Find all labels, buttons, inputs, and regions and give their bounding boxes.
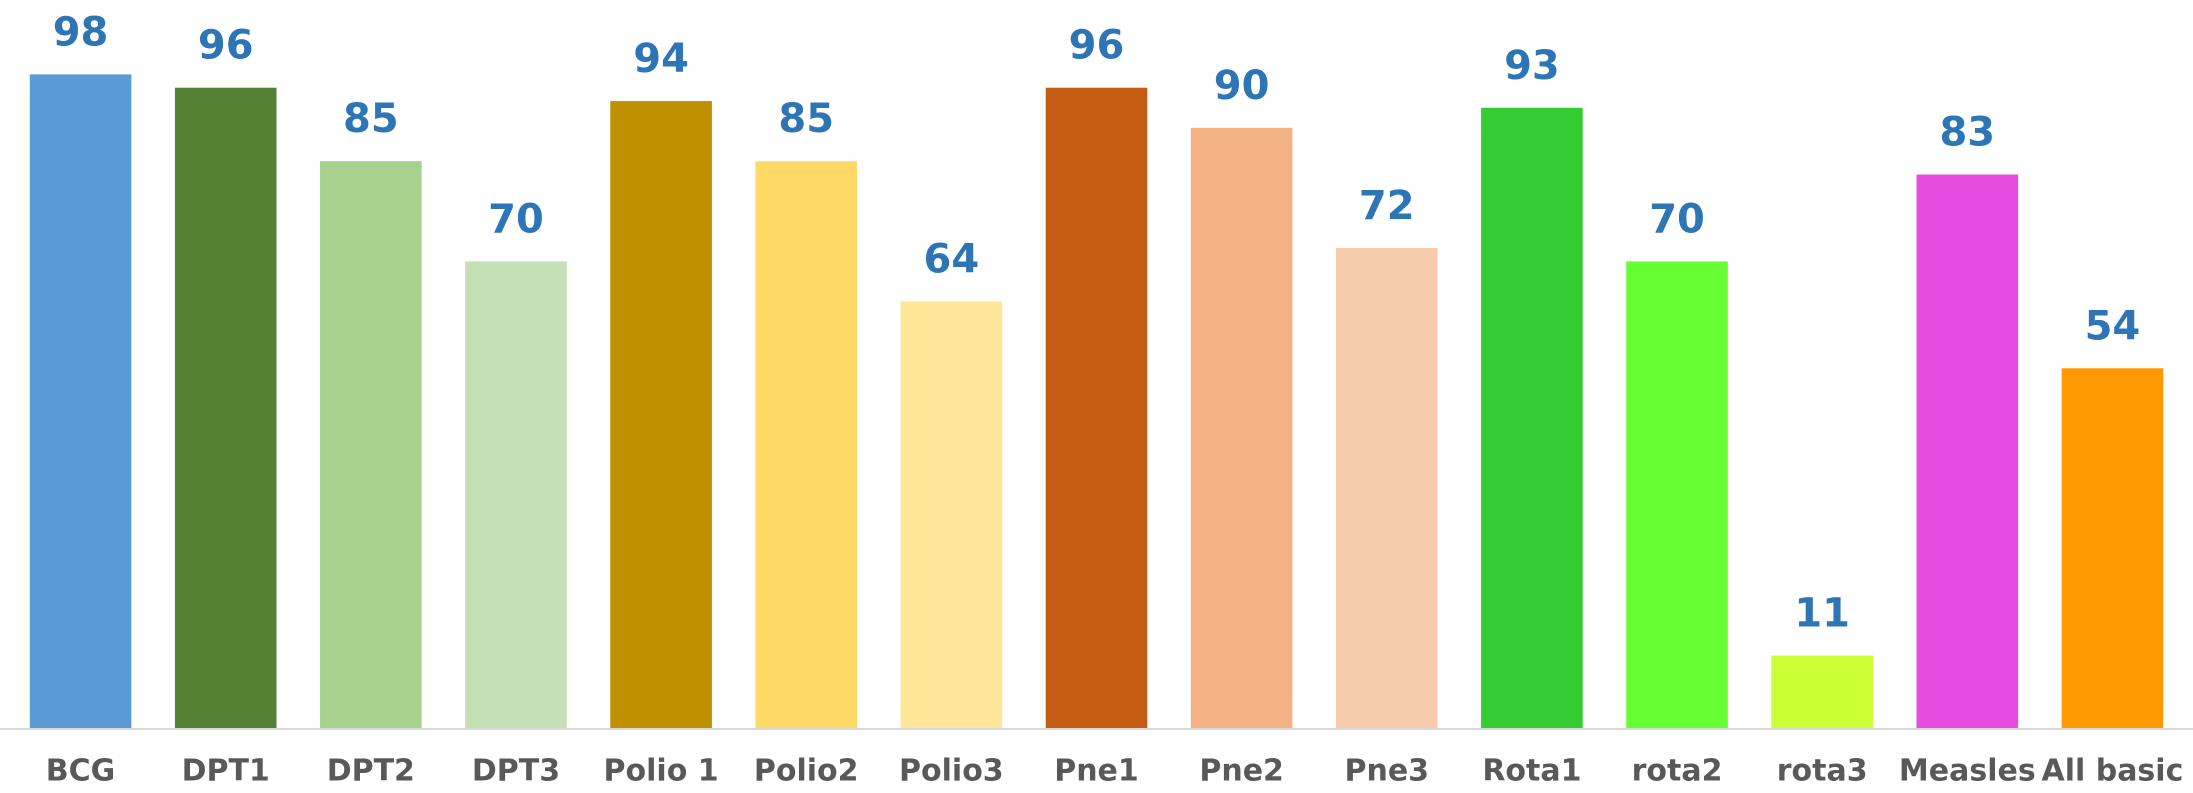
x-tick-label: rota3: [1777, 754, 1868, 789]
x-tick-label: DPT3: [472, 754, 560, 789]
bar: [1335, 248, 1438, 730]
x-tick-label: Rota1: [1482, 754, 1581, 789]
value-label: 70: [1649, 196, 1705, 242]
value-label: 93: [1504, 43, 1560, 89]
value-label: 98: [53, 9, 109, 55]
x-tick-label: Polio 1: [604, 754, 719, 789]
bar: [29, 74, 132, 730]
bar: [174, 87, 277, 730]
x-tick-label: All basic: [2041, 754, 2183, 789]
bar: [610, 101, 712, 729]
x-tick-label: DPT1: [182, 754, 270, 789]
bar: [900, 301, 1003, 729]
value-label: 85: [778, 96, 834, 142]
bar: [1481, 107, 1583, 729]
bar: [465, 261, 567, 729]
x-tick-label: Measles: [1899, 754, 2036, 789]
value-label: 96: [1069, 23, 1125, 69]
value-label: 11: [1794, 591, 1850, 637]
value-label: 85: [343, 96, 399, 142]
value-label: 70: [488, 196, 544, 242]
x-tick-label: rota2: [1632, 754, 1723, 789]
bar: [320, 161, 422, 729]
bar: [1626, 261, 1728, 729]
value-label: 94: [633, 36, 689, 82]
value-label: 72: [1359, 183, 1415, 229]
bar: [1045, 87, 1148, 730]
value-label: 54: [2085, 303, 2141, 349]
x-tick-label: Polio3: [899, 754, 1004, 789]
x-tick-label: Pne3: [1344, 754, 1429, 789]
bar: [1771, 655, 1873, 729]
bar: [2061, 368, 2164, 729]
x-tick-label: DPT2: [327, 754, 415, 789]
x-tick-label: Polio2: [754, 754, 859, 789]
x-tick-label: Pne2: [1199, 754, 1284, 789]
value-label: 64: [924, 236, 980, 282]
bar: [755, 161, 858, 729]
bar: [1190, 127, 1293, 730]
x-tick-label: Pne1: [1054, 754, 1139, 789]
value-label: 83: [1939, 110, 1995, 156]
bar: [1916, 174, 2019, 729]
value-label: 90: [1214, 63, 1270, 109]
x-tick-label: BCG: [46, 754, 116, 789]
value-label: 96: [198, 23, 254, 69]
